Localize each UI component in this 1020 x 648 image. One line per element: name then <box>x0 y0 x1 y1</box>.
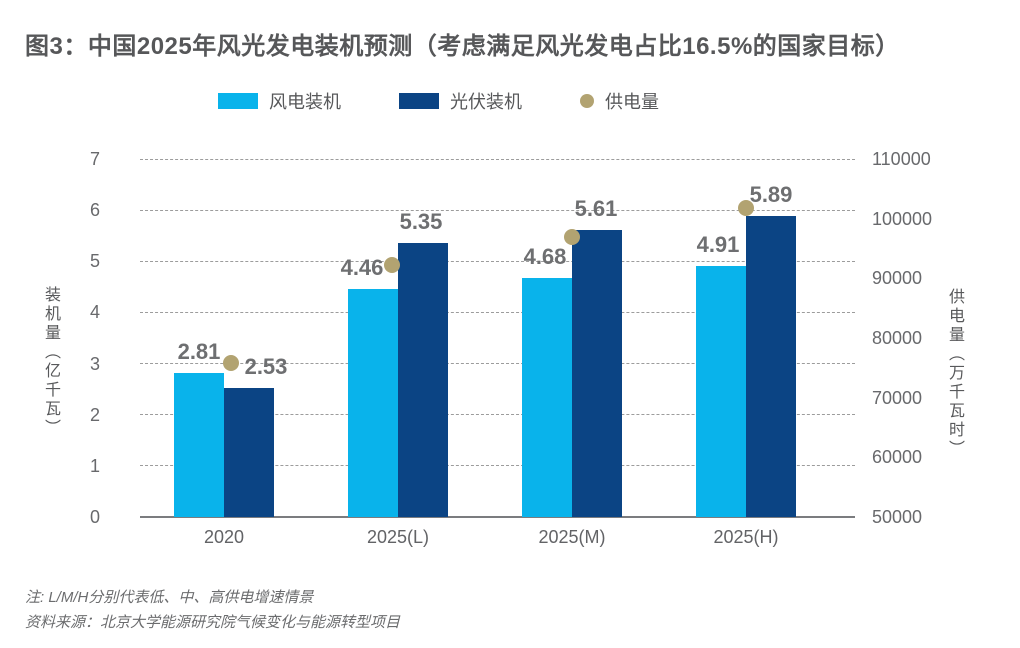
supply-dot <box>384 257 400 274</box>
category-label: 2020 <box>203 527 245 547</box>
category-label: 2025(L) <box>366 527 430 547</box>
pv-bar <box>572 230 622 517</box>
figure-title: 图3：中国2025年风光发电装机预测（考虑满足风光发电占比16.5%的国家目标） <box>25 33 900 60</box>
legend-item-wind: 风电装机 <box>218 88 341 114</box>
left-axis-title: 装机量（亿千瓦） <box>42 286 59 438</box>
wind-bar <box>174 373 224 517</box>
right-axis-tick: 60000 <box>872 447 923 468</box>
legend: 风电装机 光伏装机 供电量 <box>218 88 659 114</box>
supply-dot <box>223 355 239 372</box>
right-axis-tick: 100000 <box>872 208 933 229</box>
wind-value-label: 4.91 <box>696 231 740 257</box>
left-axis-tick: 0 <box>89 507 100 527</box>
left-axis-tick: 4 <box>89 302 100 323</box>
footnotes: 注: L/M/H分别代表低、中、高供电增速情景 资料来源：北京大学能源研究院气候… <box>25 585 400 635</box>
solar-legend-swatch <box>399 93 439 109</box>
pv-value-label: 2.53 <box>244 353 288 379</box>
gridline <box>140 209 855 211</box>
legend-item-supply: 供电量 <box>580 88 659 114</box>
right-axis-tick: 90000 <box>872 268 923 289</box>
pv-value-label: 5.61 <box>574 196 618 222</box>
right-axis-tick: 110000 <box>872 149 931 169</box>
left-axis-tick: 3 <box>89 353 100 374</box>
wind-legend-label: 风电装机 <box>269 92 341 112</box>
left-axis-tick: 6 <box>89 200 100 221</box>
wind-value-label: 2.81 <box>177 339 221 365</box>
right-axis-tick: 80000 <box>872 328 923 348</box>
wind-bar <box>348 288 398 517</box>
gridline <box>140 465 855 467</box>
supply-dot <box>564 229 580 246</box>
pv-bar <box>224 387 274 517</box>
wind-bar <box>696 265 746 517</box>
supply-dot <box>738 199 754 216</box>
wind-bar <box>522 277 572 517</box>
wind-value-label: 4.46 <box>340 254 384 280</box>
wind-legend-swatch <box>218 93 258 109</box>
x-axis-line <box>140 516 855 518</box>
supply-legend-dot-icon <box>580 94 594 108</box>
supply-legend-label: 供电量 <box>605 92 659 112</box>
category-label: 2025(M) <box>538 527 606 547</box>
pv-bar <box>398 243 448 517</box>
pv-value-label: 5.35 <box>399 209 443 235</box>
left-axis-tick: 1 <box>89 455 100 476</box>
source-line: 资料来源：北京大学能源研究院气候变化与能源转型项目 <box>25 614 401 631</box>
category-label: 2025(H) <box>713 527 779 547</box>
wind-value-label: 4.68 <box>523 243 567 269</box>
gridline <box>140 311 855 313</box>
left-axis-tick: 2 <box>89 404 100 425</box>
left-axis-tick: 5 <box>89 251 100 272</box>
left-axis-tick: 7 <box>89 149 100 169</box>
solar-legend-label: 光伏装机 <box>450 92 522 112</box>
gridline <box>140 158 855 160</box>
gridline <box>140 414 855 416</box>
gridline <box>140 260 855 262</box>
gridline <box>140 363 855 365</box>
note-line: 注: L/M/H分别代表低、中、高供电增速情景 <box>25 589 314 606</box>
legend-item-solar: 光伏装机 <box>399 88 522 114</box>
pv-value-label: 5.89 <box>749 181 793 207</box>
right-axis-tick: 70000 <box>872 387 923 408</box>
right-axis-title: 供电量（万千瓦时） <box>946 288 963 459</box>
pv-bar <box>746 215 796 517</box>
right-axis-tick: 50000 <box>872 507 923 527</box>
